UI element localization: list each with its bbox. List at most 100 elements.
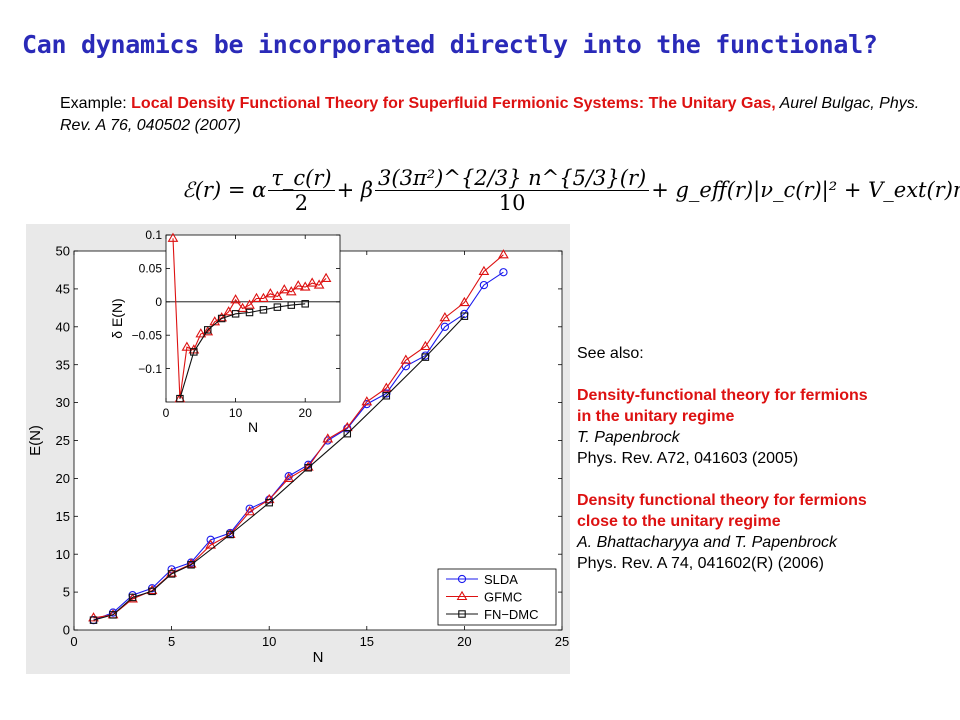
inset-point-fndmc	[204, 326, 212, 334]
main-point-gfmc	[459, 296, 470, 307]
main-point-gfmc	[127, 593, 138, 603]
formula-two: 2	[294, 190, 309, 215]
main-xtick-label: 10	[262, 634, 276, 649]
inset-point-fndmc	[176, 394, 184, 403]
main-legend: SLDA GFMC FN−DMC	[437, 568, 557, 626]
ref1-title-line1: Density-functional theory for fermions	[577, 387, 868, 404]
inset-point-gfmc	[320, 272, 332, 282]
inset-point-fndmc	[259, 306, 268, 314]
main-xtick-label: 5	[168, 634, 175, 649]
ref2-authors: A. Bhattacharyya and T. Papenbrock	[577, 534, 838, 551]
main-ytick-label: 0	[63, 623, 70, 638]
example-prefix: Example:	[60, 95, 132, 112]
main-point-gfmc	[380, 382, 392, 392]
ref2-title-line1: Density functional theory for fermions	[577, 492, 867, 509]
main-point-gfmc	[283, 472, 295, 482]
main-point-gfmc	[478, 265, 490, 276]
main-point-slda	[440, 322, 450, 331]
inset-point-fndmc	[287, 301, 296, 309]
main-point-gfmc	[420, 340, 431, 351]
inset-point-gfmc	[195, 328, 207, 338]
main-point-fndmc	[226, 530, 234, 539]
main-point-fndmc	[109, 611, 117, 619]
main-point-slda	[479, 280, 489, 290]
main-point-slda	[206, 535, 215, 544]
inset-point-gfmc	[313, 279, 325, 289]
energy-functional-formula: ℰ(r) = α τ_c(r) 2 + β 3(3π²)^{2/3} n^{5/…	[182, 160, 960, 220]
inset-point-gfmc	[230, 294, 241, 304]
main-ytick-label: 30	[56, 395, 70, 410]
inset-plot-area	[165, 234, 341, 403]
main-ytick-label: 5	[63, 585, 70, 600]
main-point-gfmc	[361, 396, 373, 406]
main-point-gfmc	[439, 312, 451, 322]
main-ytick-label: 10	[56, 547, 70, 562]
legend-marker	[458, 610, 466, 618]
inset-point-gfmc	[292, 280, 304, 290]
example-paper-title: Local Density Functional Theory for Supe…	[131, 95, 776, 112]
plot-panel: 0 5 10 15 20 25 0 5 10 15 20 25 30 35 40 45 50 N E(N) SLDA G…	[26, 224, 570, 674]
main-point-fndmc	[382, 392, 391, 400]
inset-ytick-label: −0.05	[132, 328, 163, 342]
inset-ylabel: δ E(N)	[109, 298, 125, 338]
inset-point-fndmc	[217, 314, 226, 323]
inset-point-gfmc	[285, 286, 297, 296]
main-point-slda	[499, 268, 508, 277]
main-point-fndmc	[89, 616, 98, 624]
main-point-fndmc	[167, 570, 176, 578]
ref1-authors: T. Papenbrock	[577, 429, 680, 446]
slide-title: Can dynamics be incorporated directly in…	[22, 30, 878, 59]
energy-chart: 0 5 10 15 20 25 0 5 10 15 20 25 30 35 40 45 50 N E(N) SLDA G…	[27, 228, 569, 666]
inset-ytick-label: −0.1	[138, 362, 162, 376]
main-xtick-label: 25	[555, 634, 569, 649]
ref1-journal: Phys. Rev. A72, 041603 (2005)	[577, 450, 799, 467]
main-point-fndmc	[128, 593, 137, 602]
main-xtick-label: 20	[457, 634, 471, 649]
legend-marker	[456, 590, 468, 601]
inset-point-gfmc	[272, 290, 283, 301]
main-xlabel: N	[313, 649, 324, 666]
inset-ytick-label: 0.05	[139, 262, 163, 276]
inset-point-gfmc	[216, 312, 228, 322]
inset-ytick-label: 0.1	[145, 228, 162, 242]
inset-point-gfmc	[258, 292, 269, 303]
formula-rest: + g_eff(r)|ν_c(r)|² + V_ext(r)n(r)	[651, 178, 960, 202]
main-point-gfmc	[400, 354, 412, 364]
inset-point-fndmc	[190, 348, 198, 356]
see-also-heading: See also:	[577, 345, 644, 362]
main-ytick-label: 50	[56, 244, 70, 259]
ref2-title-line2: close to the unitary regime	[577, 513, 781, 530]
main-point-gfmc	[498, 249, 509, 259]
inset-point-gfmc	[251, 292, 262, 303]
formula-frac-2: 3(3π²)^{2/3} n^{5/3}(r) 10	[375, 166, 650, 215]
formula-num: 3(3π²)^{2/3} n^{5/3}(r)	[375, 166, 650, 191]
formula-plus-beta: + β	[336, 178, 374, 202]
inset-point-gfmc	[306, 277, 318, 287]
inset-ytick-label: 0	[155, 295, 162, 309]
legend-label: SLDA	[484, 572, 518, 587]
main-point-fndmc	[148, 587, 156, 596]
legend-label: FN−DMC	[484, 607, 539, 622]
inset-point-gfmc	[167, 232, 179, 242]
inset-point-gfmc	[244, 299, 255, 309]
inset-point-fndmc	[301, 300, 309, 308]
main-ylabel: E(N)	[27, 425, 44, 456]
inset-point-gfmc	[202, 326, 214, 336]
inset-xtick-label: 20	[299, 406, 313, 420]
main-xtick-label: 0	[70, 634, 77, 649]
main-ytick-label: 35	[56, 357, 70, 372]
formula-lhs: ℰ(r) = α	[182, 178, 267, 202]
inset-xtick-label: 10	[229, 406, 243, 420]
main-point-fndmc	[421, 353, 430, 361]
main-point-fndmc	[343, 429, 352, 438]
main-point-gfmc	[244, 506, 256, 516]
example-citation: Aurel Bulgac, Phys. Rev. A 76, 040502 (2…	[60, 95, 920, 134]
main-point-fndmc	[460, 312, 469, 320]
inset-point-fndmc	[245, 308, 254, 317]
legend-label: GFMC	[484, 590, 522, 605]
main-ytick-label: 15	[56, 509, 70, 524]
example-reference: Example: Local Density Functional Theory…	[60, 93, 920, 137]
main-point-fndmc	[187, 561, 195, 569]
ref2-journal: Phys. Rev. A 74, 041602(R) (2006)	[577, 555, 824, 572]
main-point-fndmc	[304, 464, 312, 472]
